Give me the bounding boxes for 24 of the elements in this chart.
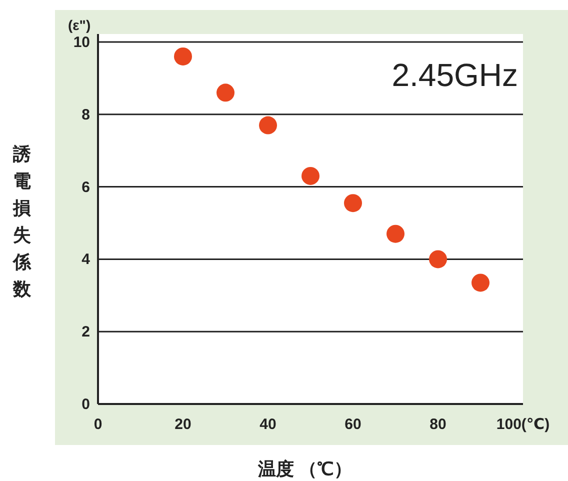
- x-tick-label: 80: [430, 416, 446, 433]
- x-tick-label: 100(℃): [496, 416, 550, 433]
- point: [302, 166, 320, 185]
- y-axis-title: 誘電損失係数: [12, 144, 32, 299]
- y-tick-label: 2: [82, 324, 90, 341]
- y-tick-label: 0: [82, 396, 90, 413]
- x-tick-label: 60: [344, 416, 362, 433]
- x-tick-label: 20: [174, 416, 192, 433]
- point: [174, 47, 192, 66]
- x-tick-label: 40: [260, 416, 276, 433]
- text: (ε"): [68, 17, 91, 33]
- x-axis-title: 温度 （℃）: [256, 459, 352, 479]
- x-tick-label: 0: [94, 416, 102, 433]
- point: [386, 224, 404, 243]
- point: [259, 116, 277, 134]
- y-tick-label: 8: [82, 106, 90, 124]
- point: [344, 194, 362, 212]
- y-tick-label: 4: [82, 251, 91, 268]
- point: [429, 250, 447, 268]
- point: [216, 84, 234, 102]
- annotation: 2.45GHz: [392, 57, 518, 93]
- y-tick-label: 10: [73, 34, 90, 51]
- y-tick-label: 6: [82, 178, 90, 196]
- point: [472, 274, 490, 292]
